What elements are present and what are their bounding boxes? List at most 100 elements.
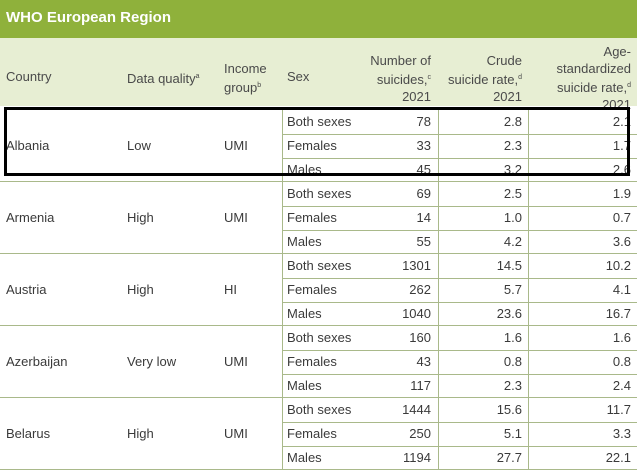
row-divider <box>282 374 637 375</box>
age-standardized-rate-cell: 2.4 <box>612 378 631 393</box>
region-header-bar: WHO European Region <box>0 0 637 38</box>
header-sex: Sex <box>287 69 310 84</box>
row-divider <box>282 134 637 135</box>
sex-cell: Both sexes <box>287 114 352 129</box>
table-row: Males 55 4.2 3.6 <box>282 230 637 254</box>
number-cell: 1301 <box>402 258 431 273</box>
age-standardized-rate-cell: 1.6 <box>612 330 631 345</box>
crude-rate-cell: 2.8 <box>503 114 522 129</box>
country-group: Armenia High UMI Both sexes 69 2.5 1.9 Females 1… <box>0 182 637 254</box>
table-row: Females 33 2.3 1.7 <box>282 134 637 158</box>
number-cell: 69 <box>416 186 431 201</box>
number-cell: 55 <box>416 234 431 249</box>
sex-cell: Females <box>287 426 337 441</box>
crude-rate-cell: 4.2 <box>503 234 522 249</box>
header-country: Country <box>6 69 52 84</box>
row-divider <box>282 302 637 303</box>
crude-rate-cell: 27.7 <box>496 450 522 465</box>
age-standardized-rate-cell: 1.7 <box>612 138 631 153</box>
number-cell: 43 <box>416 354 431 369</box>
sex-cell: Both sexes <box>287 258 352 273</box>
column-divider <box>528 326 529 398</box>
column-divider <box>438 398 439 470</box>
sex-cell: Females <box>287 210 337 225</box>
number-cell: 250 <box>409 426 431 441</box>
sex-cell: Males <box>287 234 322 249</box>
column-divider <box>282 110 283 182</box>
table-row: Females 14 1.0 0.7 <box>282 206 637 230</box>
number-cell: 262 <box>409 282 431 297</box>
sex-cell: Females <box>287 282 337 297</box>
header-data-quality: Data qualitya <box>127 71 200 86</box>
income-group-value: UMI <box>224 138 248 153</box>
sex-cell: Females <box>287 354 337 369</box>
column-divider <box>528 110 529 182</box>
country-group: Azerbaijan Very low UMI Both sexes 160 1.6 1.6… <box>0 326 637 398</box>
data-quality-value: High <box>127 282 154 297</box>
data-quality-value: Very low <box>127 354 177 369</box>
sex-cell: Both sexes <box>287 402 352 417</box>
age-standardized-rate-cell: 0.7 <box>612 210 631 225</box>
column-divider <box>438 254 439 326</box>
header-income-group: Income groupb <box>224 61 267 95</box>
age-standardized-rate-cell: 0.8 <box>612 354 631 369</box>
number-cell: 1194 <box>403 450 431 465</box>
table-row: Females 262 5.7 4.1 <box>282 278 637 302</box>
sex-cell: Both sexes <box>287 330 352 345</box>
table-row: Both sexes 1444 15.6 11.7 <box>282 398 637 422</box>
row-divider <box>282 422 637 423</box>
country-name: Armenia <box>6 210 55 225</box>
crude-rate-cell: 23.6 <box>496 306 522 321</box>
country-group: Albania Low UMI Both sexes 78 2.8 2.1 Females 33… <box>0 110 637 182</box>
number-cell: 78 <box>416 114 431 129</box>
income-group-value: UMI <box>224 210 248 225</box>
column-divider <box>438 326 439 398</box>
table-row: Males 1040 23.6 16.7 <box>282 302 637 326</box>
table-row: Both sexes 1301 14.5 10.2 <box>282 254 637 278</box>
row-divider <box>282 278 637 279</box>
row-divider <box>282 230 637 231</box>
age-standardized-rate-cell: 3.3 <box>612 426 631 441</box>
sex-cell: Both sexes <box>287 186 352 201</box>
header-age-standardized-rate: Age-standardized suicide rate,d 2021 <box>556 44 631 112</box>
sex-cell: Males <box>287 378 322 393</box>
crude-rate-cell: 0.8 <box>503 354 522 369</box>
crude-rate-cell: 14.5 <box>496 258 522 273</box>
country-name: Albania <box>6 138 50 153</box>
age-standardized-rate-cell: 10.2 <box>605 258 631 273</box>
income-group-value: UMI <box>224 354 248 369</box>
group-divider <box>0 253 637 254</box>
data-quality-value: Low <box>127 138 151 153</box>
number-cell: 160 <box>409 330 431 345</box>
number-cell: 1444 <box>402 402 431 417</box>
table-row: Both sexes 69 2.5 1.9 <box>282 182 637 206</box>
sex-cell: Males <box>287 306 322 321</box>
group-divider <box>0 397 637 398</box>
table-row: Females 250 5.1 3.3 <box>282 422 637 446</box>
number-cell: 33 <box>416 138 431 153</box>
row-divider <box>282 206 637 207</box>
column-divider <box>438 110 439 182</box>
age-standardized-rate-cell: 22.1 <box>605 450 631 465</box>
sex-cell: Males <box>287 450 322 465</box>
income-group-value: UMI <box>224 426 248 441</box>
number-cell: 117 <box>410 378 431 393</box>
highlight-box <box>4 107 630 176</box>
table-row: Females 43 0.8 0.8 <box>282 350 637 374</box>
data-quality-value: High <box>127 426 154 441</box>
group-divider <box>0 325 637 326</box>
age-standardized-rate-cell: 11.7 <box>606 402 631 417</box>
row-divider <box>282 158 637 159</box>
number-cell: 1040 <box>402 306 431 321</box>
crude-rate-cell: 1.6 <box>503 330 522 345</box>
age-standardized-rate-cell: 1.9 <box>612 186 631 201</box>
crude-rate-cell: 5.1 <box>503 426 522 441</box>
age-standardized-rate-cell: 16.7 <box>605 306 631 321</box>
column-divider <box>528 254 529 326</box>
column-divider <box>438 182 439 254</box>
country-name: Belarus <box>6 426 51 441</box>
table-row: Both sexes 78 2.8 2.1 <box>282 110 637 134</box>
income-group-value: HI <box>224 282 237 297</box>
crude-rate-cell: 15.6 <box>496 402 522 417</box>
crude-rate-cell: 1.0 <box>503 210 522 225</box>
